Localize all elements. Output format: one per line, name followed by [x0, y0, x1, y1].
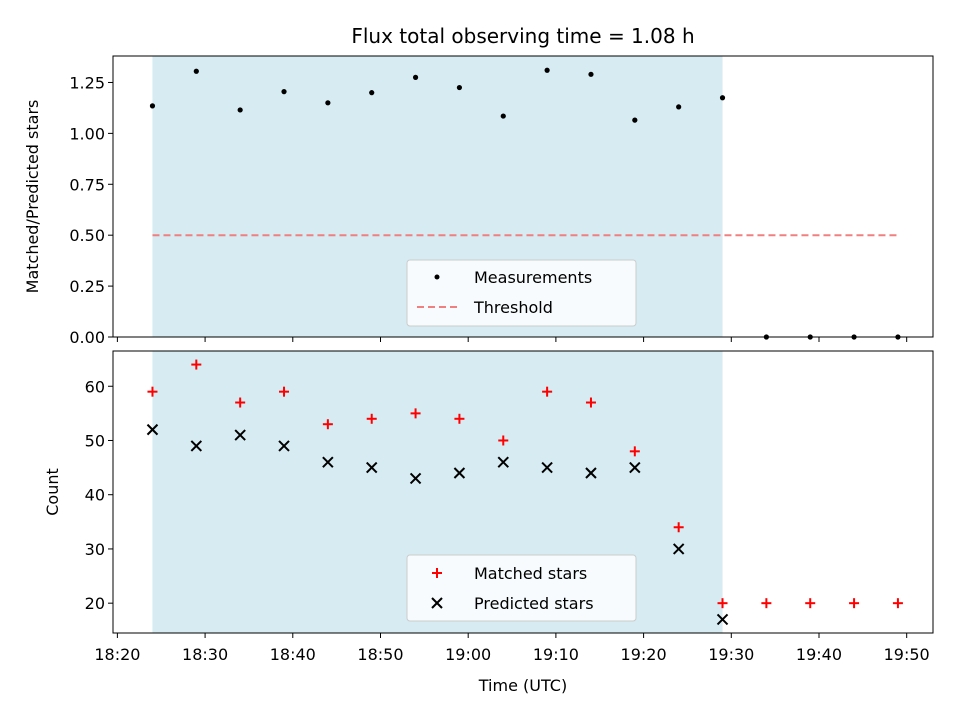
- measurement-point: [500, 113, 506, 119]
- matched-star-point: [629, 446, 640, 457]
- matched-star-point: [498, 435, 509, 446]
- top-y-axis-label: Matched/Predicted stars: [23, 100, 42, 294]
- predicted-star-point: [409, 472, 422, 485]
- bottom-y-axis-label: Count: [43, 468, 62, 516]
- predicted-star-point: [453, 467, 466, 479]
- matched-star-point: [279, 386, 290, 397]
- measurement-point: [588, 71, 594, 77]
- measurement-point: [719, 95, 726, 101]
- top-panel: 0.00 0.25 0.50 0.75 1.00 1.25 Flux total obse…: [23, 24, 934, 347]
- bottom-axes-frame: [112, 350, 934, 634]
- predicted-star-point: [541, 461, 553, 474]
- bottom-ticks: 20 30 40 50 60 18:20 18:30 18:40 18:50 19:00 19:10…: [85, 377, 930, 664]
- predicted-star-point: [278, 440, 290, 452]
- x-tick-label: 19:30: [708, 645, 754, 664]
- top-axes-frame: [112, 55, 934, 338]
- measurement-point: [369, 90, 375, 96]
- y-tick-label: 0.25: [69, 277, 105, 296]
- x-tick-label: 19:00: [445, 645, 491, 664]
- y-tick-label: 0.00: [69, 328, 105, 347]
- matched-star-point: [849, 598, 860, 609]
- bottom-legend: Matched stars Predicted stars: [406, 554, 637, 622]
- top-ticks: 0.00 0.25 0.50 0.75 1.00 1.25: [69, 73, 908, 347]
- matched-star-point: [805, 598, 816, 609]
- measurement-point: [676, 104, 682, 110]
- legend-marker-matched-stars: [432, 568, 442, 578]
- top-legend: Measurements Threshold: [406, 259, 637, 327]
- y-tick-label: 1.25: [69, 73, 105, 92]
- predicted-star-point: [585, 467, 597, 479]
- x-axis-label: Time (UTC): [478, 676, 567, 695]
- x-tick-label: 18:20: [94, 645, 140, 664]
- x-tick-label: 19:50: [884, 645, 930, 664]
- predicted-star-point: [146, 423, 159, 436]
- y-tick-label: 30: [85, 540, 105, 559]
- measurement-point: [193, 68, 199, 74]
- legend-cross-marker: [431, 597, 443, 609]
- predicted-star-point: [629, 461, 641, 474]
- bottom-data-layer: [146, 359, 903, 626]
- legend-label-measurements: Measurements: [474, 268, 592, 287]
- bottom-legend-box: [406, 554, 637, 622]
- legend-label-predicted-stars: Predicted stars: [474, 594, 594, 613]
- measurement-point: [325, 100, 331, 106]
- matched-star-point: [322, 419, 333, 430]
- matched-star-point: [761, 598, 772, 609]
- x-tick-label: 19:40: [796, 645, 842, 664]
- chart-title: Flux total observing time = 1.08 h: [351, 24, 694, 48]
- bottom-panel: 20 30 40 50 60 18:20 18:30 18:40 18:50 19:00 19:10…: [43, 350, 934, 695]
- measurement-point: [281, 89, 287, 95]
- legend-marker-measurements: [434, 274, 440, 280]
- y-tick-label: 0.75: [69, 175, 105, 194]
- matched-star-point: [717, 598, 728, 609]
- measurement-point: [149, 103, 156, 109]
- matched-star-point: [191, 359, 202, 370]
- top-legend-box: [406, 259, 637, 327]
- matched-star-point: [585, 397, 596, 408]
- predicted-star-point: [322, 456, 334, 468]
- legend-label-threshold: Threshold: [473, 298, 553, 317]
- matched-star-point: [147, 386, 158, 397]
- matched-star-point: [235, 397, 246, 408]
- matched-star-point: [454, 413, 465, 424]
- matched-star-point: [673, 522, 684, 533]
- measurement-point: [412, 74, 419, 80]
- measurement-point: [456, 84, 463, 91]
- x-tick-label: 19:20: [621, 645, 667, 664]
- y-tick-label: 40: [85, 486, 105, 505]
- legend-label-matched-stars: Matched stars: [474, 564, 587, 583]
- top-data-layer: [149, 67, 901, 340]
- matched-star-point: [366, 413, 377, 424]
- measurement-point: [237, 107, 243, 113]
- y-tick-label: 50: [85, 431, 105, 450]
- x-tick-label: 18:30: [182, 645, 228, 664]
- x-tick-label: 19:10: [533, 645, 579, 664]
- predicted-star-point: [497, 456, 509, 468]
- y-tick-label: 20: [85, 594, 105, 613]
- x-tick-label: 18:50: [357, 645, 403, 664]
- y-tick-label: 0.50: [69, 226, 105, 245]
- x-tick-label: 18:40: [270, 645, 316, 664]
- measurement-point: [632, 117, 638, 123]
- matched-star-point: [410, 408, 421, 419]
- predicted-star-point: [672, 543, 685, 555]
- legend-marker-predicted-stars: [431, 597, 443, 609]
- y-tick-label: 1.00: [69, 124, 105, 143]
- measurement-point: [544, 67, 550, 73]
- predicted-star-point: [234, 429, 246, 441]
- y-tick-label: 60: [85, 377, 105, 396]
- predicted-star-point: [190, 440, 203, 452]
- predicted-star-point: [366, 461, 378, 474]
- matched-star-point: [892, 598, 903, 609]
- legend-plus-marker: [432, 568, 442, 578]
- matched-star-point: [542, 386, 553, 397]
- predicted-star-point: [716, 613, 729, 626]
